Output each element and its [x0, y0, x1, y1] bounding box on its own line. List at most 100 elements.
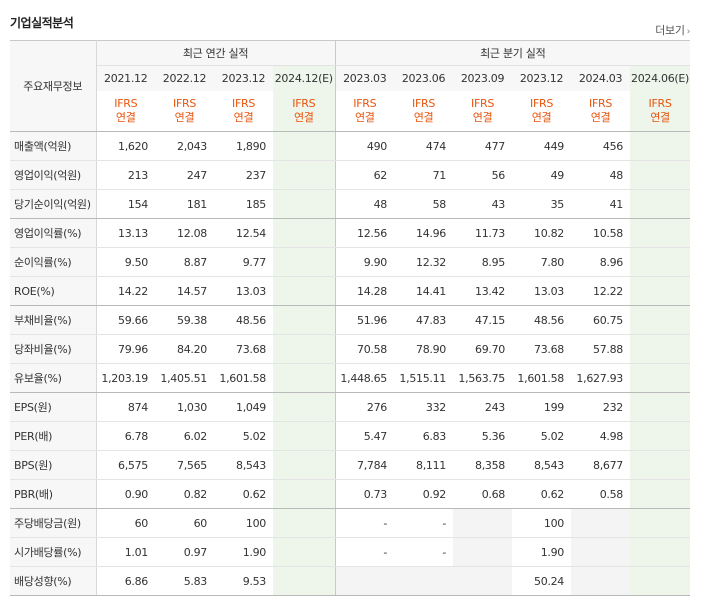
consolidated-label: 연결	[115, 110, 136, 124]
table-cell: 6,575	[96, 450, 155, 480]
table-cell: 69.70	[453, 334, 513, 364]
ifrs-label: IFRS	[530, 96, 554, 110]
consolidated-label: 연결	[531, 110, 552, 124]
table-cell	[273, 276, 336, 306]
table-cell: -	[335, 537, 395, 567]
row-header: 주요재무정보	[10, 40, 97, 132]
table-cell	[571, 508, 631, 538]
table-cell	[630, 566, 691, 596]
table-cell: 5.47	[335, 421, 395, 451]
table-cell: 1,203.19	[96, 363, 155, 393]
accounting-standard: IFRS 연결	[453, 90, 513, 132]
table-cell: 59.66	[96, 305, 155, 335]
table-cell: 12.56	[335, 218, 395, 248]
table-cell: 2,043	[155, 131, 214, 161]
table-cell: 8.87	[155, 247, 214, 277]
table-cell: 8.96	[571, 247, 631, 277]
table-cell: 12.54	[214, 218, 273, 248]
ifrs-label: IFRS	[589, 96, 613, 110]
accounting-standard: IFRS 연결	[96, 90, 155, 132]
consolidated-label: 연결	[650, 110, 670, 124]
table-cell	[453, 508, 513, 538]
table-cell: 7.80	[512, 247, 572, 277]
table-cell: 4.98	[571, 421, 631, 451]
table-cell: 0.68	[453, 479, 513, 509]
table-cell: 332	[394, 392, 454, 422]
row-label: PER(배)	[10, 421, 97, 451]
period-header: 2021.12	[96, 65, 155, 91]
table-cell: 11.73	[453, 218, 513, 248]
table-cell: 100	[214, 508, 273, 538]
table-cell: 6.78	[96, 421, 155, 451]
more-link[interactable]: 더보기 ›	[655, 22, 690, 38]
table-cell	[273, 421, 336, 451]
table-cell: 1,620	[96, 131, 155, 161]
table-cell: 0.82	[155, 479, 214, 509]
table-cell: 1,601.58	[512, 363, 572, 393]
period-header: 2023.12	[214, 65, 273, 91]
table-cell: 0.92	[394, 479, 454, 509]
table-cell: 51.96	[335, 305, 395, 335]
accounting-standard: IFRS 연결	[630, 90, 691, 132]
table-cell	[273, 305, 336, 335]
table-cell: 8,677	[571, 450, 631, 480]
table-cell: 213	[96, 160, 155, 190]
table-cell: 71	[394, 160, 454, 190]
table-cell: 1,627.93	[571, 363, 631, 393]
table-cell: 70.58	[335, 334, 395, 364]
row-label: 시가배당률(%)	[10, 537, 97, 567]
consolidated-label: 연결	[413, 110, 434, 124]
table-cell	[630, 479, 691, 509]
ifrs-label: IFRS	[232, 96, 255, 110]
table-cell	[273, 247, 336, 277]
table-cell: 43	[453, 189, 513, 219]
period-header: 2023.03	[335, 65, 395, 91]
table-cell: 13.42	[453, 276, 513, 306]
period-header: 2024.12(E)	[273, 65, 336, 91]
table-cell: 1,448.65	[335, 363, 395, 393]
table-cell: 8.95	[453, 247, 513, 277]
table-cell: 9.77	[214, 247, 273, 277]
table-cell: 456	[571, 131, 631, 161]
table-cell: 12.32	[394, 247, 454, 277]
table-cell: 73.68	[512, 334, 572, 364]
table-cell	[273, 218, 336, 248]
table-cell: 13.03	[214, 276, 273, 306]
table-cell: 1.90	[214, 537, 273, 567]
table-cell: 13.13	[96, 218, 155, 248]
table-cell: 79.96	[96, 334, 155, 364]
table-cell	[630, 392, 691, 422]
table-cell: 50.24	[512, 566, 572, 596]
table-cell: 1,030	[155, 392, 214, 422]
table-cell	[273, 189, 336, 219]
table-row: 시가배당률(%) 1.01 0.97 1.90- -1.90	[10, 537, 691, 567]
table-cell: 0.90	[96, 479, 155, 509]
table-row: 매출액(억원) 1,620 2,043 1,890 490 474 477 449 456	[10, 131, 691, 161]
table-cell	[630, 537, 691, 567]
table-row: 주당배당금(원) 60 60 100- -100	[10, 508, 691, 538]
table-cell: 7,565	[155, 450, 214, 480]
accounting-standard: IFRS 연결	[155, 90, 214, 132]
table-cell: 49	[512, 160, 572, 190]
table-row: 부채비율(%) 59.66 59.38 48.56 51.96 47.83 47.15 48.…	[10, 305, 691, 335]
table-cell: 47.15	[453, 305, 513, 335]
table-cell: 199	[512, 392, 572, 422]
ifrs-label: IFRS	[292, 96, 316, 110]
ifrs-label: IFRS	[412, 96, 436, 110]
consolidated-label: 연결	[233, 110, 254, 124]
table-row: 영업이익률(%) 13.13 12.08 12.54 12.56 14.96 11.73 10…	[10, 218, 691, 248]
row-label: EPS(원)	[10, 392, 97, 422]
table-cell: 181	[155, 189, 214, 219]
row-label: 부채비율(%)	[10, 305, 97, 335]
table-cell: 60	[155, 508, 214, 538]
table-cell: 477	[453, 131, 513, 161]
table-cell: 8,111	[394, 450, 454, 480]
annual-group-header: 최근 연간 실적	[96, 40, 336, 66]
table-cell: 232	[571, 392, 631, 422]
table-cell: 5.83	[155, 566, 214, 596]
table-cell: 1,405.51	[155, 363, 214, 393]
accounting-standard: IFRS 연결	[571, 90, 631, 132]
table-cell	[630, 450, 691, 480]
table-cell: 5.36	[453, 421, 513, 451]
table-cell: 243	[453, 392, 513, 422]
